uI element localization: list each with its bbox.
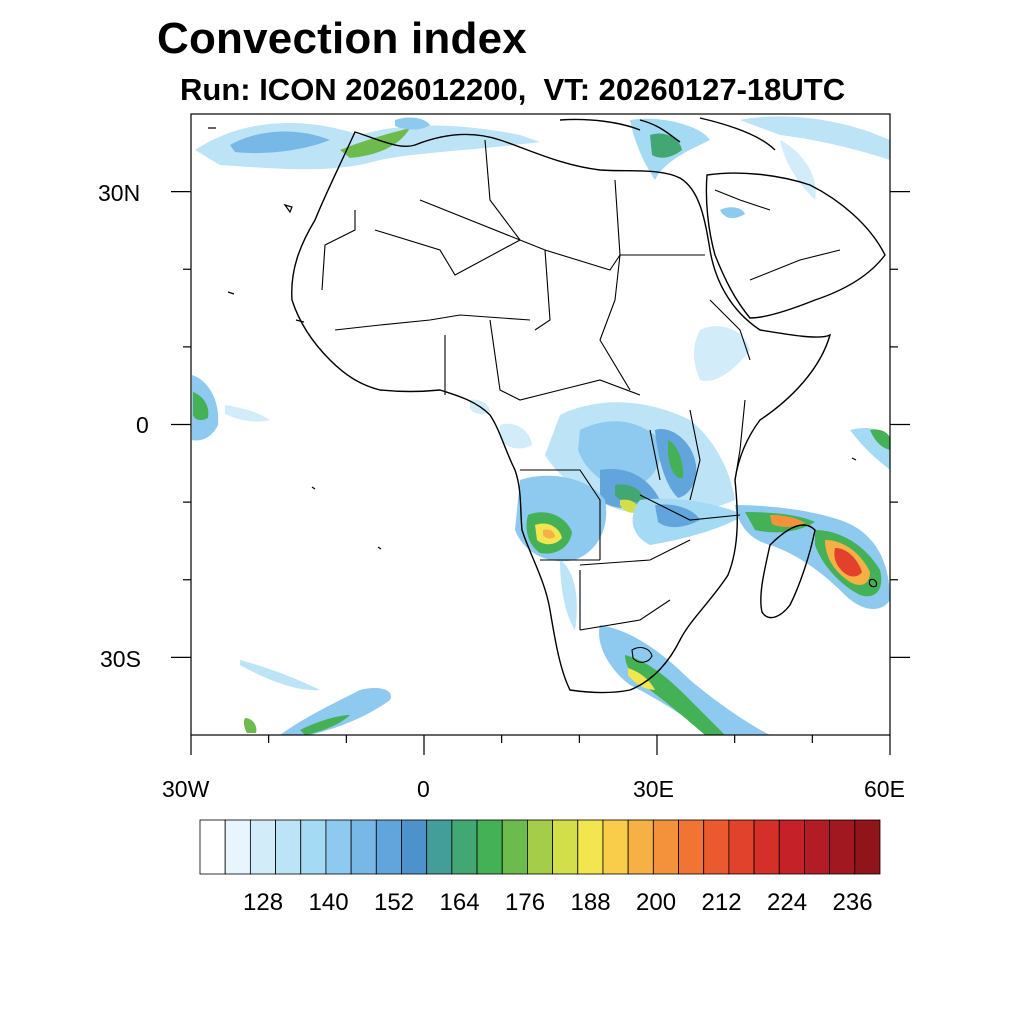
- map-subtitle: Run: ICON 2026012200, VT: 20260127-18UTC: [180, 72, 846, 107]
- colorbar-swatch: [451, 819, 478, 875]
- colorbar-swatch: [275, 819, 302, 875]
- colorbar-label: 200: [636, 889, 677, 916]
- colorbar-swatch: [199, 819, 226, 875]
- colorbar-swatch: [854, 819, 881, 875]
- colorbar-swatch: [375, 819, 402, 875]
- lat-label-0: 0: [136, 412, 149, 438]
- colorbar-label: 140: [308, 889, 349, 916]
- colorbar-label: 224: [767, 889, 808, 916]
- colorbar-swatch: [527, 819, 553, 875]
- lat-label-30n: 30N: [98, 180, 141, 206]
- map-title: Convection index: [157, 14, 527, 63]
- colorbar-swatch: [577, 819, 604, 875]
- coastlines: [291, 117, 886, 694]
- plot-frame: [190, 113, 891, 736]
- colorbar-swatch: [627, 819, 654, 875]
- colorbar-swatch: [829, 819, 856, 875]
- colorbar-label: 212: [701, 889, 742, 916]
- colorbar-swatch: [224, 819, 251, 875]
- colorbar-swatch: [476, 819, 503, 875]
- convection-field-layer: [192, 116, 890, 735]
- islands: [208, 127, 878, 588]
- colorbar-label: 236: [832, 889, 873, 916]
- colorbar-label: 164: [439, 889, 480, 916]
- colorbar-swatch: [804, 819, 831, 875]
- colorbar: [199, 819, 881, 875]
- colorbar-label: 188: [570, 889, 611, 916]
- colorbar-swatch: [753, 819, 780, 875]
- colorbar-swatch: [552, 819, 579, 875]
- axis-ticks: [171, 191, 910, 755]
- colorbar-label: 152: [374, 889, 415, 916]
- country-borders: [321, 139, 841, 663]
- colorbar-swatch: [778, 819, 805, 875]
- map-plot-area: [192, 116, 890, 735]
- colorbar-swatch: [728, 819, 755, 875]
- lon-label-0: 0: [417, 776, 430, 802]
- colorbar-swatch: [350, 819, 377, 875]
- colorbar-swatch: [401, 819, 428, 875]
- lon-label-60e: 60E: [864, 776, 905, 802]
- lon-label-30e: 30E: [633, 776, 674, 802]
- colorbar-label: 128: [243, 889, 284, 916]
- colorbar-swatch: [249, 819, 276, 875]
- colorbar-swatch: [678, 819, 705, 875]
- colorbar-swatch: [325, 819, 352, 875]
- lon-label-30w: 30W: [162, 776, 210, 802]
- colorbar-swatch: [602, 819, 629, 875]
- colorbar-swatch: [703, 819, 730, 875]
- colorbar-label: 176: [505, 889, 546, 916]
- lat-label-30s: 30S: [100, 646, 141, 672]
- colorbar-swatch: [652, 819, 679, 875]
- colorbar-swatch: [300, 819, 327, 875]
- colorbar-swatch: [426, 819, 453, 875]
- colorbar-swatch: [501, 819, 528, 875]
